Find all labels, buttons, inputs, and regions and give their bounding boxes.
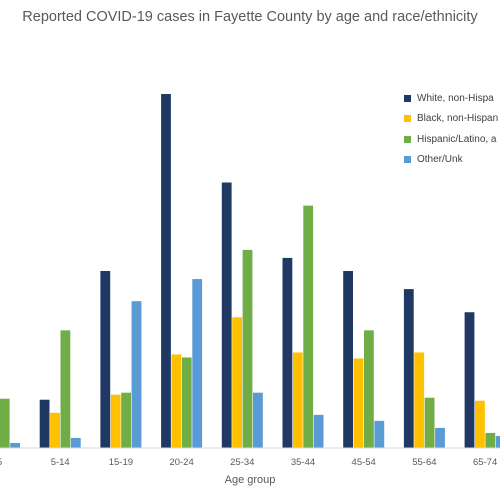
bar-other-unk-0-5 [10, 442, 20, 448]
bar-other-unk-45-54 [374, 420, 385, 448]
bar-hispanic-latino-any-race-20-24 [181, 357, 192, 448]
bar-hispanic-latino-any-race-5-14 [60, 330, 71, 448]
bar-hispanic-latino-any-race-35-44 [303, 205, 314, 448]
x-tick-label-65-74: 65-74 [473, 457, 497, 468]
chart-title: Reported COVID-19 cases in Fayette Count… [22, 9, 478, 25]
legend-item-black-non-hispanic: Black, non-Hispan [404, 109, 498, 130]
bar-white-non-hispanic-55-64 [403, 289, 414, 448]
x-tick-label-55-64: 55-64 [412, 457, 436, 468]
legend-label: Black, non-Hispan [417, 113, 499, 125]
bar-black-non-hispanic-45-54 [353, 358, 364, 448]
bar-white-non-hispanic-5-14 [39, 399, 50, 448]
legend-swatch [404, 94, 411, 102]
bar-hispanic-latino-any-race-15-19 [121, 392, 131, 448]
legend-label: Other/Unk [417, 154, 463, 166]
bar-other-unk-25-34 [253, 392, 263, 448]
legend-swatch [404, 156, 411, 164]
legend-swatch [404, 135, 411, 143]
bar-black-non-hispanic-65-74 [475, 400, 485, 448]
x-tick-labels: 5 5-14 15-19 20-24 25-34 35-44 45-54 55-64 65-74 [0, 457, 497, 468]
legend-swatch [404, 115, 411, 123]
legend-item-other-unk: Other/Unk [404, 150, 498, 171]
bar-white-non-hispanic-45-54 [343, 271, 353, 448]
bar-white-non-hispanic-15-19 [100, 271, 111, 448]
bar-hispanic-latino-any-race-25-34 [242, 249, 253, 448]
bar-hispanic-latino-any-race-45-54 [364, 330, 374, 448]
x-tick-label-20-24: 20-24 [169, 457, 193, 468]
bar-hispanic-latino-any-race-65-74 [485, 432, 496, 448]
legend-item-hispanic-latino-any-race: Hispanic/Latino, a [404, 129, 498, 150]
legend-label: White, non-Hispa [417, 92, 494, 104]
bar-other-unk-35-44 [313, 414, 324, 448]
x-tick-label-25-34: 25-34 [230, 457, 254, 468]
x-tick-label-35-44: 35-44 [291, 457, 315, 468]
x-tick-label-0-5: 5 [0, 457, 2, 468]
x-tick-label-5-14: 5-14 [51, 457, 70, 468]
bar-black-non-hispanic-20-24 [171, 354, 182, 448]
bar-black-non-hispanic-55-64 [414, 352, 425, 448]
bar-white-non-hispanic-25-34 [221, 182, 232, 448]
bar-other-unk-20-24 [192, 279, 203, 448]
bar-other-unk-5-14 [70, 437, 81, 448]
bar-black-non-hispanic-25-34 [232, 317, 242, 448]
bar-other-unk-55-64 [435, 427, 445, 448]
bar-white-non-hispanic-65-74 [464, 312, 475, 448]
bar-hispanic-latino-any-race-0-5 [0, 398, 10, 448]
bar-black-non-hispanic-35-44 [292, 352, 303, 448]
bars-group [0, 94, 500, 448]
bar-white-non-hispanic-35-44 [282, 257, 293, 448]
x-axis-title: Age group [224, 474, 276, 486]
bar-black-non-hispanic-5-14 [50, 412, 60, 448]
legend: White, non-Hispa Black, non-Hispan Hispani… [404, 88, 498, 170]
bar-other-unk-65-74 [495, 435, 500, 448]
legend-label: Hispanic/Latino, a [417, 133, 497, 145]
bar-black-non-hispanic-15-19 [110, 394, 121, 448]
bar-white-non-hispanic-20-24 [161, 94, 171, 448]
x-tick-label-45-54: 45-54 [352, 457, 376, 468]
bar-other-unk-15-19 [131, 301, 142, 448]
bar-hispanic-latino-any-race-55-64 [424, 397, 435, 448]
x-tick-label-15-19: 15-19 [109, 457, 133, 468]
legend-item-white-non-hispanic: White, non-Hispa [404, 88, 498, 109]
